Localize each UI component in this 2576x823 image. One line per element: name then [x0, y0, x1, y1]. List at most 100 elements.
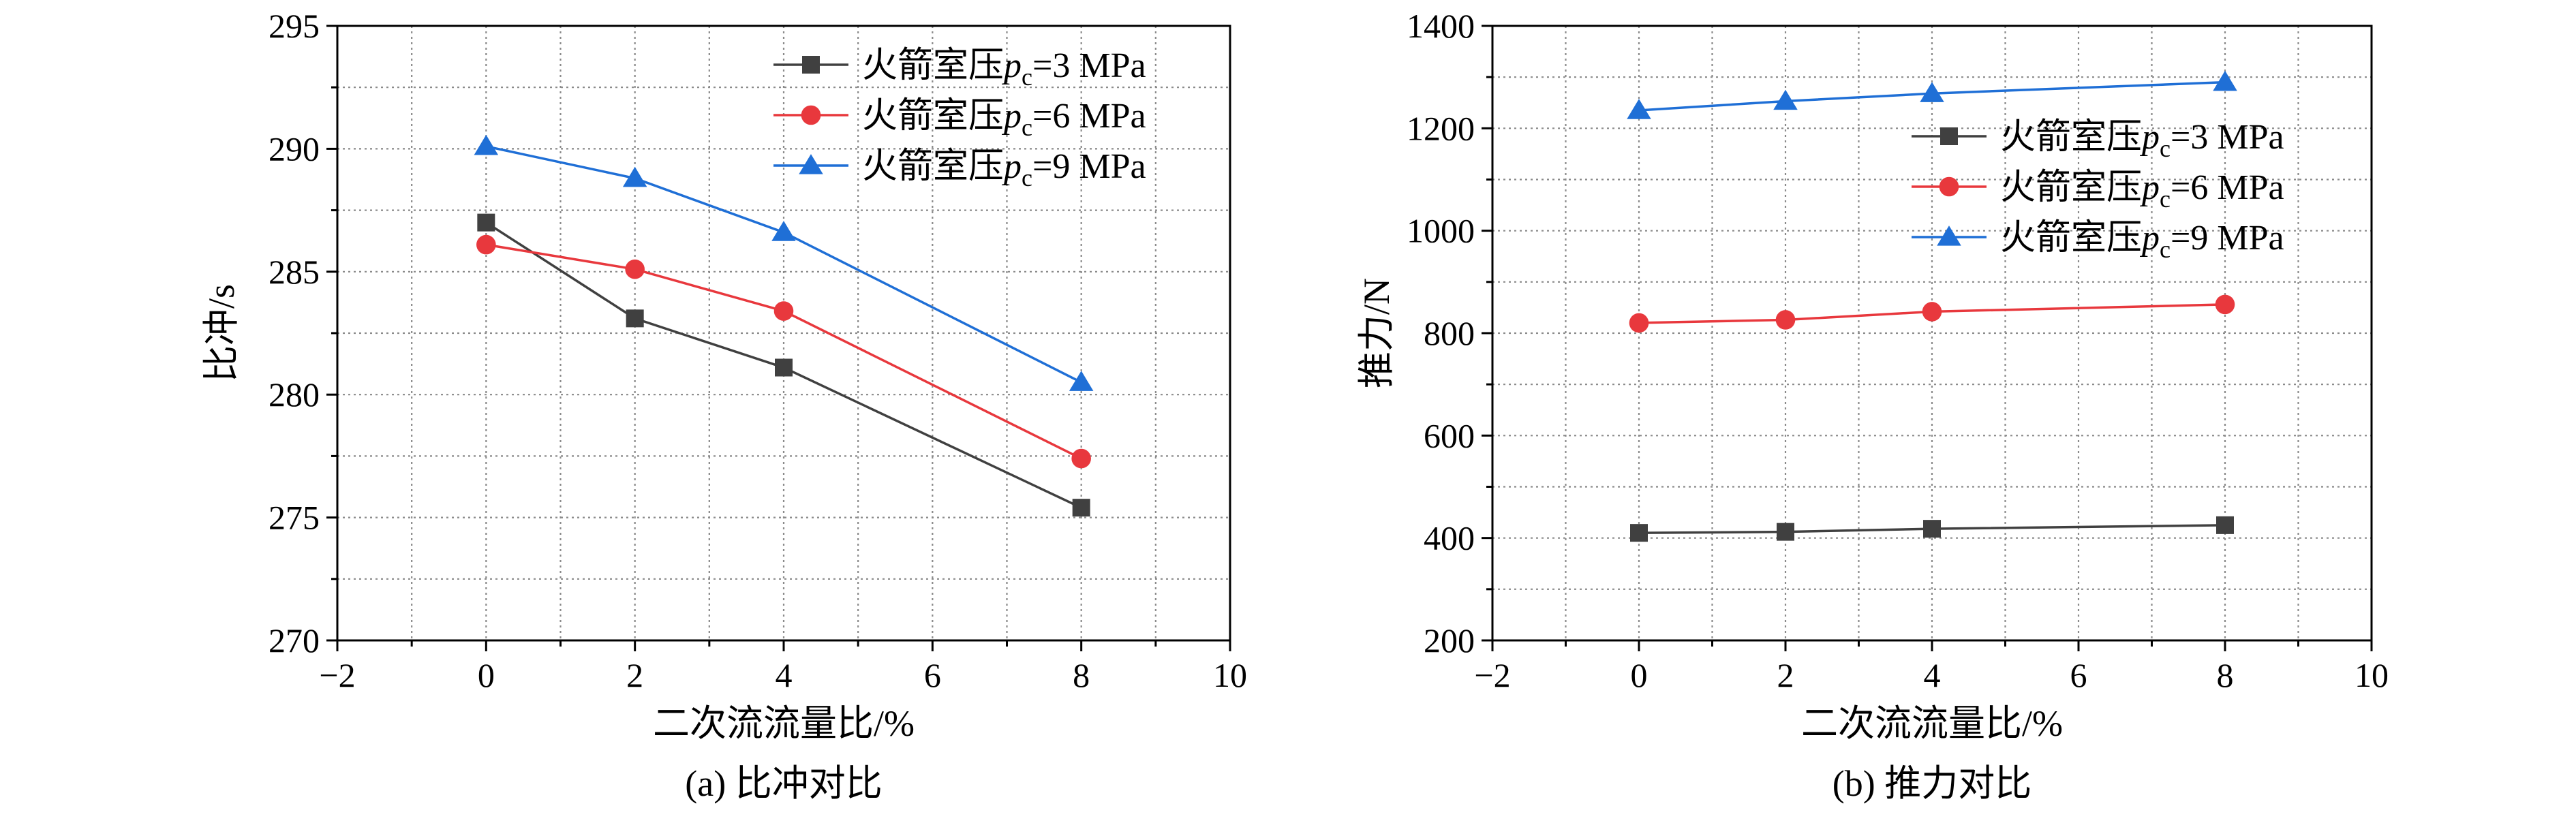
series-line-0	[485, 221, 1082, 509]
x-tick-label: 10	[2355, 656, 2389, 694]
data-series	[1627, 70, 2237, 542]
x-tick-label: 4	[776, 656, 793, 694]
legend-label-suffix: =3 MPa	[2171, 118, 2284, 157]
series-line-2	[485, 145, 1082, 384]
panel-caption: (b) 推力对比	[1833, 763, 2031, 804]
data-point-square	[1923, 520, 1941, 538]
data-point-circle	[1939, 176, 1959, 197]
data-point-circle	[625, 259, 645, 279]
data-point-triangle	[1920, 82, 1944, 102]
legend-label-sub: c	[2160, 185, 2171, 213]
x-tick-label: 2	[1777, 656, 1794, 694]
legend-label-prefix: 火箭室压	[2000, 118, 2142, 157]
legend-label: 火箭室压pc=3 MPa	[862, 46, 1146, 91]
series-line-2	[1638, 80, 2226, 112]
data-point-triangle	[1069, 371, 1094, 391]
panel-caption: (a) 比冲对比	[685, 763, 882, 804]
y-tick-label: 800	[1424, 314, 1475, 352]
y-axis-label: 推力/N	[1356, 278, 1397, 388]
x-axis-label: 二次流流量比/%	[1801, 703, 2063, 744]
y-axis-label: 比冲/s	[201, 284, 242, 382]
data-point-square	[802, 56, 820, 74]
legend-label-suffix: =6 MPa	[1032, 97, 1146, 136]
y-tick-label: 280	[269, 375, 320, 414]
data-point-triangle	[771, 221, 796, 241]
legend-label-suffix: =6 MPa	[2171, 168, 2284, 207]
y-tick-label: 285	[269, 253, 320, 291]
y-tick-label: 270	[269, 621, 320, 659]
data-point-circle	[1071, 448, 1091, 469]
legend-label-suffix: =9 MPa	[2171, 219, 2284, 258]
x-tick-label: 0	[478, 656, 495, 694]
legend-label-suffix: =3 MPa	[1032, 46, 1146, 85]
data-point-triangle	[622, 166, 647, 187]
data-point-triangle	[2213, 70, 2237, 91]
y-tick-label: 1200	[1407, 109, 1475, 147]
legend-label: 火箭室压pc=3 MPa	[2000, 118, 2284, 162]
legend-label-var: p	[2139, 118, 2160, 157]
legend-label-var: p	[1001, 147, 1022, 186]
data-point-square	[1777, 523, 1794, 541]
data-series	[474, 134, 1094, 517]
legend-label-var: p	[1001, 97, 1022, 136]
y-tick-label: 400	[1424, 519, 1475, 557]
data-point-square	[477, 213, 495, 232]
legend-label-sub: c	[1022, 114, 1032, 141]
x-tick-label: 6	[924, 656, 941, 694]
y-tick-label: 1400	[1407, 7, 1475, 45]
data-point-circle	[1922, 302, 1942, 322]
grid-lines	[337, 26, 1230, 640]
data-point-triangle	[1937, 226, 1961, 246]
y-tick-label: 290	[269, 129, 320, 168]
data-point-circle	[476, 234, 496, 255]
x-tick-label: 4	[1924, 656, 1941, 694]
data-point-square	[2216, 516, 2234, 534]
data-point-square	[775, 358, 793, 377]
data-point-triangle	[1773, 89, 1798, 110]
x-tick-label: 6	[2070, 656, 2087, 694]
data-point-square	[1630, 524, 1648, 542]
x-tick-label: −2	[319, 656, 355, 694]
data-point-circle	[773, 301, 794, 321]
chart-panel-a: −2 0 2 4 6 8 10 270 275 280 285 290 295 二次流流量比/% 比冲/…	[201, 7, 1247, 804]
data-point-square	[1072, 499, 1090, 517]
legend-label-sub: c	[2160, 135, 2171, 162]
legend-label-prefix: 火箭室压	[862, 97, 1004, 136]
x-tick-label: 2	[626, 656, 643, 694]
x-tick-label: 8	[1073, 656, 1090, 694]
x-axis-label: 二次流流量比/%	[653, 703, 915, 744]
legend-label-prefix: 火箭室压	[2000, 219, 2142, 258]
series-line-1	[1638, 303, 2226, 324]
y-tick-label: 600	[1424, 416, 1475, 454]
legend-label: 火箭室压pc=9 MPa	[862, 147, 1146, 191]
series-line-0	[1638, 524, 2226, 534]
legend-label-var: p	[2139, 168, 2160, 207]
legend-label-prefix: 火箭室压	[2000, 168, 2142, 207]
data-point-circle	[1629, 313, 1649, 333]
y-tick-label: 1000	[1407, 212, 1475, 250]
axis-ticks: −2 0 2 4 6 8 10 270 275 280 285 290 295	[269, 7, 1247, 694]
data-point-triangle	[474, 134, 499, 155]
x-tick-label: 10	[1213, 656, 1247, 694]
y-tick-label: 295	[269, 7, 320, 45]
data-point-triangle	[1627, 99, 1651, 119]
legend-label: 火箭室压pc=9 MPa	[2000, 219, 2284, 263]
data-point-circle	[2215, 294, 2235, 315]
legend-label: 火箭室压pc=6 MPa	[2000, 168, 2284, 213]
legend-label-var: p	[1001, 46, 1022, 85]
legend-label-sub: c	[1022, 63, 1032, 91]
series-line-1	[486, 243, 1082, 460]
legend-label-sub: c	[2160, 236, 2171, 263]
x-tick-label: −2	[1474, 656, 1510, 694]
legend-label-prefix: 火箭室压	[862, 147, 1004, 186]
legend-label-prefix: 火箭室压	[862, 46, 1004, 85]
data-point-square	[1940, 127, 1958, 145]
x-tick-label: 0	[1631, 656, 1648, 694]
x-tick-label: 8	[2217, 656, 2234, 694]
axis-ticks: −2 0 2 4 6 8 10 200 400 600 800 1000 1200 1400	[1407, 7, 2389, 694]
legend-label: 火箭室压pc=6 MPa	[862, 97, 1146, 141]
data-point-circle	[1775, 310, 1796, 330]
